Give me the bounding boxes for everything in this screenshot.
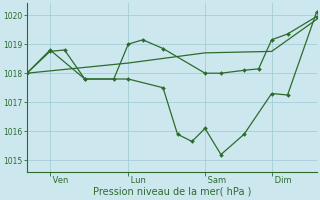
X-axis label: Pression niveau de la mer( hPa ): Pression niveau de la mer( hPa ): [92, 187, 251, 197]
